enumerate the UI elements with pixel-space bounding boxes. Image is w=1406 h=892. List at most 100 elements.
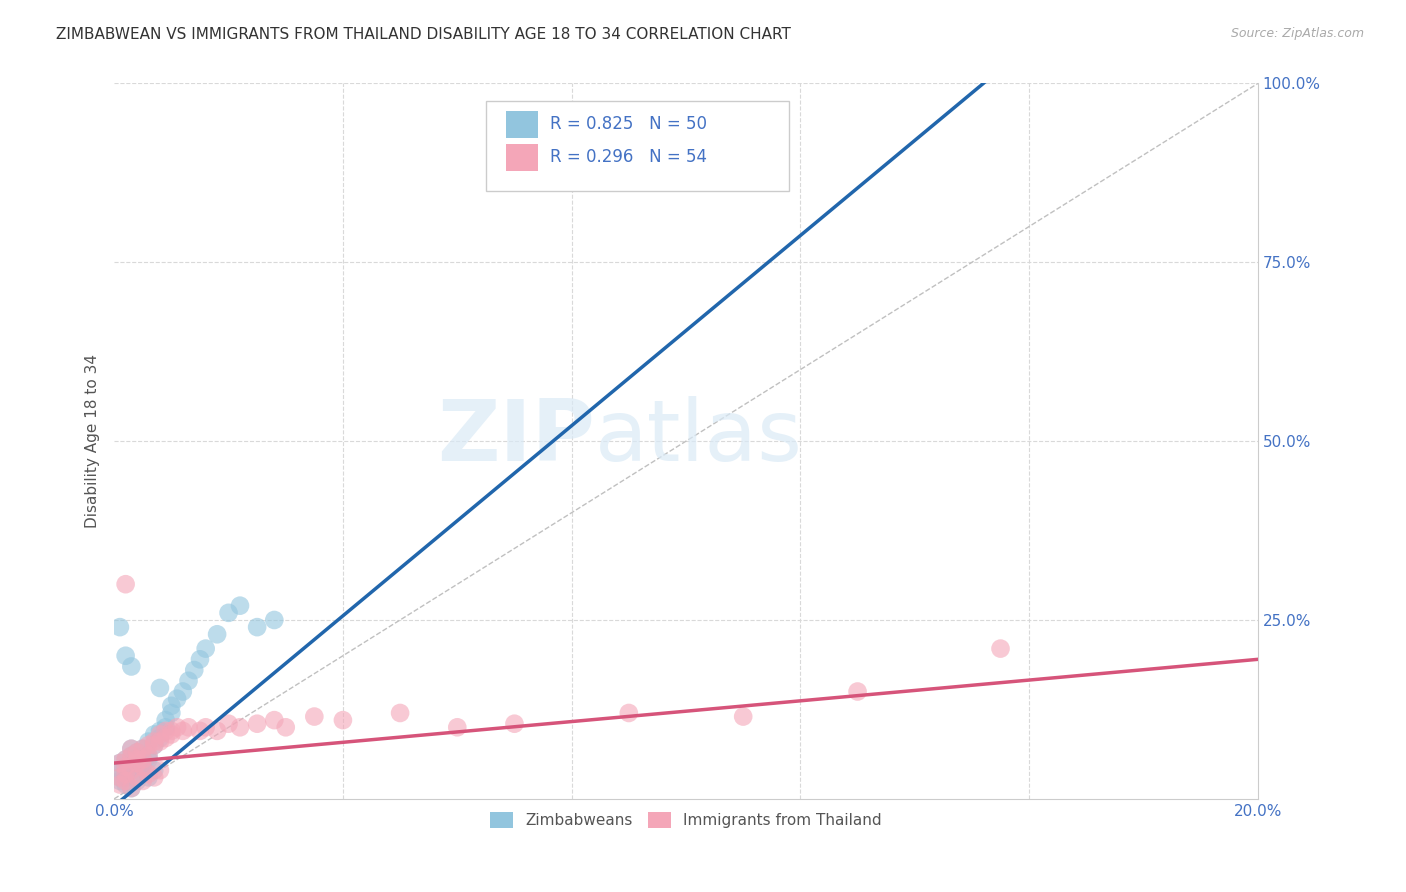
Point	[114, 577, 136, 591]
Point	[304, 709, 326, 723]
Point	[138, 738, 160, 752]
Point	[108, 620, 131, 634]
Point	[114, 770, 136, 784]
Text: R = 0.296   N = 54: R = 0.296 N = 54	[550, 148, 707, 166]
Point	[229, 720, 252, 734]
Point	[114, 766, 136, 780]
Point	[125, 756, 148, 770]
Point	[205, 723, 228, 738]
Point	[149, 731, 172, 745]
Point	[166, 691, 188, 706]
Point	[143, 734, 166, 748]
Point	[125, 752, 148, 766]
Bar	[506, 144, 538, 170]
Point	[155, 713, 177, 727]
Text: R = 0.825   N = 50: R = 0.825 N = 50	[550, 115, 707, 133]
Point	[263, 713, 285, 727]
Point	[120, 748, 142, 763]
Point	[120, 741, 142, 756]
Point	[138, 766, 160, 780]
Point	[125, 745, 148, 759]
Point	[617, 706, 640, 720]
Point	[990, 641, 1012, 656]
Point	[138, 752, 160, 766]
Text: atlas: atlas	[595, 396, 803, 479]
Point	[108, 756, 131, 770]
Point	[188, 723, 211, 738]
Point	[263, 613, 285, 627]
Point	[166, 720, 188, 734]
Point	[120, 748, 142, 763]
Point	[183, 663, 205, 677]
Point	[120, 781, 142, 796]
Point	[733, 709, 755, 723]
Point	[149, 734, 172, 748]
Point	[143, 738, 166, 752]
Point	[108, 773, 131, 788]
Point	[503, 716, 526, 731]
Point	[125, 756, 148, 770]
Point	[108, 778, 131, 792]
Point	[114, 752, 136, 766]
Point	[155, 723, 177, 738]
Point	[114, 648, 136, 663]
Point	[246, 620, 269, 634]
Point	[143, 738, 166, 752]
Point	[114, 759, 136, 773]
Point	[114, 773, 136, 788]
Point	[125, 745, 148, 759]
Point	[160, 727, 183, 741]
Point	[108, 770, 131, 784]
Text: Source: ZipAtlas.com: Source: ZipAtlas.com	[1230, 27, 1364, 40]
Point	[188, 652, 211, 666]
Point	[332, 713, 354, 727]
Point	[160, 723, 183, 738]
Point	[218, 716, 240, 731]
Point	[138, 748, 160, 763]
Point	[143, 727, 166, 741]
Point	[120, 706, 142, 720]
Point	[229, 599, 252, 613]
Point	[149, 723, 172, 738]
Point	[132, 752, 155, 766]
Point	[132, 759, 155, 773]
Point	[132, 741, 155, 756]
Point	[177, 673, 200, 688]
Bar	[506, 111, 538, 137]
Point	[205, 627, 228, 641]
Point	[446, 720, 468, 734]
Point	[120, 763, 142, 777]
Point	[125, 773, 148, 788]
Point	[138, 748, 160, 763]
Point	[274, 720, 297, 734]
Point	[143, 763, 166, 777]
Point	[132, 741, 155, 756]
Point	[138, 734, 160, 748]
Point	[120, 741, 142, 756]
Point	[246, 716, 269, 731]
Point	[132, 752, 155, 766]
Point	[194, 641, 217, 656]
Point	[149, 727, 172, 741]
Point	[114, 766, 136, 780]
Point	[177, 720, 200, 734]
Point	[389, 706, 412, 720]
Point	[120, 763, 142, 777]
Point	[138, 770, 160, 784]
Point	[172, 723, 194, 738]
Point	[194, 720, 217, 734]
Point	[132, 773, 155, 788]
FancyBboxPatch shape	[486, 102, 789, 191]
Point	[120, 659, 142, 673]
Point	[108, 763, 131, 777]
Point	[149, 681, 172, 695]
Point	[132, 759, 155, 773]
Point	[218, 606, 240, 620]
Text: ZIMBABWEAN VS IMMIGRANTS FROM THAILAND DISABILITY AGE 18 TO 34 CORRELATION CHART: ZIMBABWEAN VS IMMIGRANTS FROM THAILAND D…	[56, 27, 792, 42]
Point	[155, 731, 177, 745]
Point	[160, 698, 183, 713]
Point	[149, 763, 172, 777]
Text: ZIP: ZIP	[437, 396, 595, 479]
Y-axis label: Disability Age 18 to 34: Disability Age 18 to 34	[86, 354, 100, 528]
Point	[114, 778, 136, 792]
